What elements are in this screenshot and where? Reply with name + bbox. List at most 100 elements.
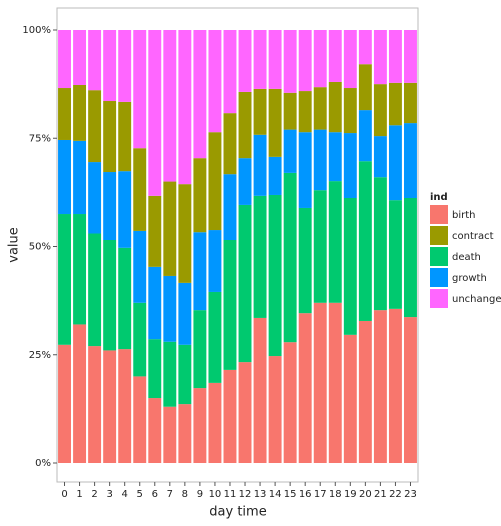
bar-segment [223,113,237,175]
x-axis-label: day time [209,505,266,520]
bar-segment [313,87,327,130]
bar-segment [88,233,102,347]
bar-segment [313,30,327,88]
bar-segment [268,194,282,357]
bar-segment [133,376,147,463]
bar-segment [313,129,327,191]
bar-segment [88,346,102,463]
bar-segment [73,140,87,215]
bar-segment [58,344,71,463]
bar-segment [358,161,372,321]
bar-segment [118,349,132,463]
bar-segment [88,30,102,91]
legend-label: unchanged [452,294,501,305]
bar-segment [178,30,192,185]
bar-segment [283,92,297,130]
bar-segment [298,207,312,314]
x-tick-label: 7 [167,489,173,500]
bar-segment [328,30,342,82]
bar-segment [118,171,132,248]
bar-segment [193,30,207,159]
bar-segment [373,177,387,311]
legend-label: growth [452,273,487,284]
bar-segment [238,91,252,159]
bar-segment [73,84,87,141]
bar-segment [238,30,252,92]
bar-segment [148,195,162,267]
legend-swatch [430,247,448,266]
bar-segment [328,181,342,303]
bar-segment [58,214,71,345]
bar-segment [343,334,357,463]
bar-segment [253,195,267,318]
bar-segment [58,139,71,215]
bar-segment [178,344,192,405]
bar-segment [268,30,282,89]
bar-segment [373,310,387,463]
bar-segment [193,310,207,389]
legend-title: ind [430,192,448,203]
x-tick-label: 23 [404,489,417,500]
x-tick-label: 21 [374,489,387,500]
legend-swatch [430,226,448,245]
bar-segment [133,148,147,231]
bar-segment [193,158,207,233]
bar-segment [133,302,147,377]
bar-segment [328,302,342,463]
x-tick-label: 16 [299,489,312,500]
legend-swatch [430,289,448,308]
bar-segment [58,88,71,140]
bar-segment [118,247,132,350]
bar-segment [208,382,222,463]
bar-segment [208,291,222,383]
bar-segment [163,275,177,342]
x-tick-label: 6 [152,489,158,500]
bar-segment [298,91,312,133]
bar-segment [163,341,177,407]
bar-segment [238,204,252,363]
y-tick-label: 50% [29,242,51,253]
bar-segment [148,266,162,340]
bar-segment [373,30,387,85]
x-tick-label: 1 [76,489,82,500]
panel [56,7,419,483]
bar-segment [404,30,417,83]
bar-segment [253,88,267,135]
y-tick-label: 100% [22,25,51,36]
bar-segment [268,356,282,463]
bar-segment [343,88,357,134]
legend-label: birth [452,210,476,221]
bar-segment [163,30,177,182]
bar-segment [208,132,222,231]
x-tick-label: 12 [239,489,252,500]
bar-segment [373,84,387,137]
bar-segment [388,200,402,309]
bar-segment [148,30,162,196]
bar-segment [253,30,267,89]
bar-segment [268,156,282,195]
x-tick-label: 0 [61,489,67,500]
x-tick-label: 15 [284,489,297,500]
bar-segment [404,317,417,463]
x-tick-label: 11 [224,489,237,500]
bar-segment [268,88,282,157]
legend-swatch [430,268,448,287]
legend-label: death [452,252,481,263]
bar-segment [253,317,267,463]
bar-segment [388,30,402,83]
bar-segment [298,30,312,92]
x-tick-label: 2 [91,489,97,500]
x-tick-label: 8 [182,489,188,500]
bar-segment [148,398,162,463]
bar-segment [103,30,117,102]
bar-segment [178,282,192,345]
bar-segment [118,101,132,172]
bar-segment [73,30,87,85]
bar-segment [148,339,162,399]
bar-segment [178,404,192,463]
bar-segment [193,388,207,463]
x-tick-label: 5 [137,489,143,500]
bar-segment [283,129,297,173]
bar-segment [133,230,147,303]
bar-segment [103,172,117,241]
